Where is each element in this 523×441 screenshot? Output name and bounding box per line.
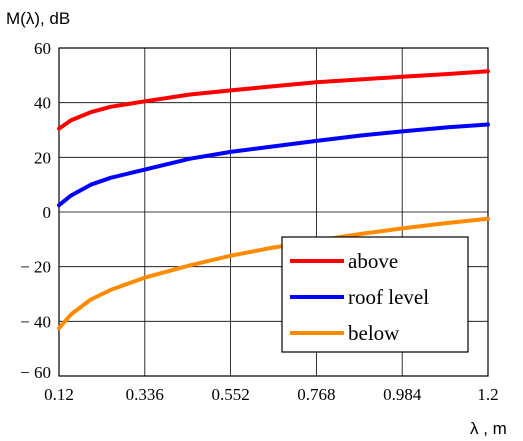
x-tick-labels: 0.12 0.336 0.552 0.768 0.984 1.2 xyxy=(44,385,499,404)
y-tick-label: 0 xyxy=(43,203,52,222)
y-tick-label: − 60 xyxy=(20,363,51,382)
x-tick-label: 0.552 xyxy=(211,385,249,404)
y-tick-labels: 60 40 20 0 − 20 − 40 − 60 xyxy=(20,39,51,382)
legend-label-roof-level: roof level xyxy=(348,285,429,309)
legend-label-below: below xyxy=(348,321,400,345)
series-line-roof-level xyxy=(57,122,490,208)
y-tick-label: 20 xyxy=(34,148,51,167)
y-axis-label: M(λ), dB xyxy=(6,9,70,28)
x-tick-label: 0.12 xyxy=(44,385,74,404)
x-tick-label: 0.336 xyxy=(126,385,164,404)
series-lines xyxy=(57,69,490,331)
legend-box xyxy=(281,236,469,353)
y-tick-label: − 40 xyxy=(20,312,51,331)
legend: above roof level below xyxy=(281,236,469,353)
x-axis-label: λ , m xyxy=(470,419,507,438)
series-line-below xyxy=(57,216,490,331)
y-tick-label: 60 xyxy=(34,39,51,58)
series-line-above xyxy=(57,69,490,131)
x-tick-label: 0.984 xyxy=(383,385,422,404)
x-tick-label: 0.768 xyxy=(297,385,335,404)
y-tick-label: − 20 xyxy=(20,258,51,277)
plot-frame xyxy=(58,47,489,377)
legend-label-above: above xyxy=(348,249,398,273)
x-tick-label: 1.2 xyxy=(477,385,498,404)
y-tick-label: 40 xyxy=(34,94,51,113)
